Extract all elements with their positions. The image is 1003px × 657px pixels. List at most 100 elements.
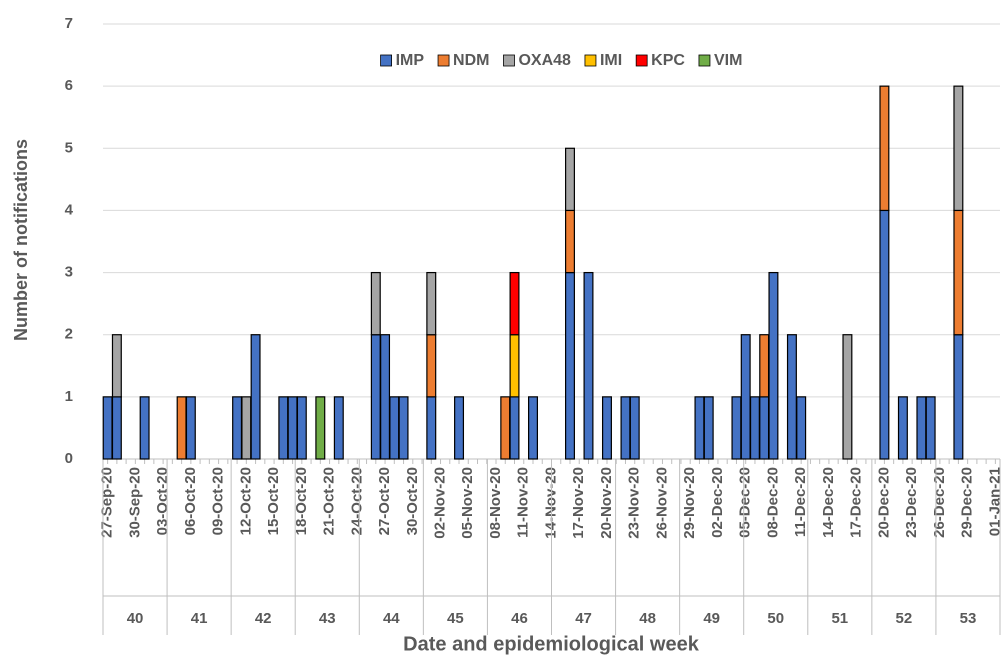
bar-segment <box>509 271 520 336</box>
bar-segment <box>740 334 751 460</box>
legend-label: IMP <box>396 52 425 69</box>
bar-segment <box>241 396 252 460</box>
bar-segment <box>111 396 122 460</box>
bar-segment <box>185 396 196 460</box>
x-tick-label: 08-Nov-20 <box>487 467 504 539</box>
bar-segment <box>398 396 409 460</box>
bar-segment <box>528 396 538 460</box>
y-tick-label: 6 <box>65 77 73 94</box>
bar-segment <box>601 396 612 460</box>
x-tick-label: 23-Nov-20 <box>626 467 643 539</box>
bar-segment <box>953 334 964 460</box>
legend-label: KPC <box>651 52 685 69</box>
legend-label: VIM <box>714 52 742 69</box>
bar-segment <box>879 209 890 460</box>
legend-swatch <box>635 54 648 67</box>
x-tick-label: 21-Oct-20 <box>321 467 338 535</box>
bar-segment <box>583 271 594 460</box>
legend-swatch <box>584 54 597 67</box>
bar-segment <box>333 396 344 460</box>
bar-segment <box>500 396 511 460</box>
x-tick-label: 29-Nov-20 <box>681 467 698 539</box>
bar-segment <box>620 396 631 460</box>
x-tick-label: 26-Nov-20 <box>653 467 670 539</box>
x-tick-label: 23-Dec-20 <box>903 467 920 538</box>
bar-segment <box>897 396 908 460</box>
y-tick-label: 5 <box>65 139 73 156</box>
legend-label: IMI <box>600 52 622 69</box>
bar-segment <box>232 396 243 460</box>
x-tick-label: 03-Oct-20 <box>154 467 171 535</box>
x-tick-label: 05-Dec-20 <box>737 467 754 538</box>
bar-segment <box>786 334 797 460</box>
y-tick-label: 4 <box>65 201 74 218</box>
x-tick-label: 26-Dec-20 <box>931 467 948 538</box>
x-tick-label: 14-Nov-20 <box>542 467 559 539</box>
legend-swatch <box>437 54 450 67</box>
bar-segment <box>796 396 807 460</box>
legend-swatch <box>380 54 392 67</box>
week-label: 49 <box>703 610 720 627</box>
week-label: 46 <box>511 610 528 627</box>
x-tick-label: 18-Oct-20 <box>293 467 310 535</box>
x-tick-label: 11-Nov-20 <box>515 467 532 538</box>
bar-segment <box>768 271 779 460</box>
bar-segment <box>565 209 575 274</box>
x-tick-label: 08-Dec-20 <box>764 467 781 538</box>
week-label: 42 <box>255 610 272 627</box>
bar-segment <box>426 334 437 398</box>
bar-segment <box>426 271 437 336</box>
x-tick-label: 02-Dec-20 <box>709 467 726 538</box>
legend-swatch <box>698 54 711 67</box>
bar-segment <box>879 85 890 212</box>
y-tick-label: 3 <box>65 264 73 281</box>
x-tick-label: 20-Dec-20 <box>875 467 892 538</box>
y-tick-label: 1 <box>65 388 73 405</box>
bar-segment <box>296 396 307 460</box>
week-label: 50 <box>767 610 784 627</box>
bar-segment <box>565 271 575 460</box>
x-tick-label: 20-Nov-20 <box>598 467 615 539</box>
y-tick-label: 0 <box>65 450 73 467</box>
week-label: 43 <box>319 610 336 627</box>
bar-segment <box>509 334 520 398</box>
week-label: 41 <box>191 610 208 627</box>
bar-segment <box>509 396 520 460</box>
week-label: 51 <box>831 610 848 627</box>
x-tick-label: 14-Dec-20 <box>820 467 837 538</box>
legend-swatch <box>503 54 515 67</box>
x-tick-label: 17-Nov-20 <box>570 467 587 539</box>
legend-label: NDM <box>453 52 489 69</box>
bar-segment <box>916 396 927 460</box>
legend-label: OXA48 <box>518 52 571 69</box>
bar-segment <box>111 334 122 398</box>
week-label: 48 <box>639 610 656 627</box>
x-tick-label: 17-Dec-20 <box>848 467 865 538</box>
x-tick-label: 02-Nov-20 <box>431 467 448 539</box>
bar-segment <box>454 396 465 460</box>
bar-segment <box>176 396 187 460</box>
week-label: 40 <box>127 610 144 627</box>
bar-segment <box>842 334 853 460</box>
x-tick-label: 15-Oct-20 <box>265 467 282 535</box>
bar-segment <box>250 334 261 460</box>
bar-segment <box>278 396 289 460</box>
x-tick-label: 05-Nov-20 <box>459 467 476 539</box>
bar-segment <box>953 85 964 212</box>
bar-segment <box>287 396 298 460</box>
y-tick-label: 2 <box>65 326 73 343</box>
week-label: 52 <box>896 610 913 627</box>
bar-segment <box>370 271 381 336</box>
bar-segment <box>315 396 326 460</box>
bar-segment <box>759 334 770 398</box>
week-label: 53 <box>960 610 977 627</box>
bar-segment <box>953 209 964 336</box>
bar-segment <box>102 396 113 460</box>
bar-segment <box>389 396 400 460</box>
week-label: 47 <box>575 610 592 627</box>
week-label: 45 <box>447 610 464 627</box>
x-axis-title: Date and epidemiological week <box>403 633 700 655</box>
y-axis-title: Number of notifications <box>11 139 31 341</box>
bar-segment <box>370 334 381 460</box>
